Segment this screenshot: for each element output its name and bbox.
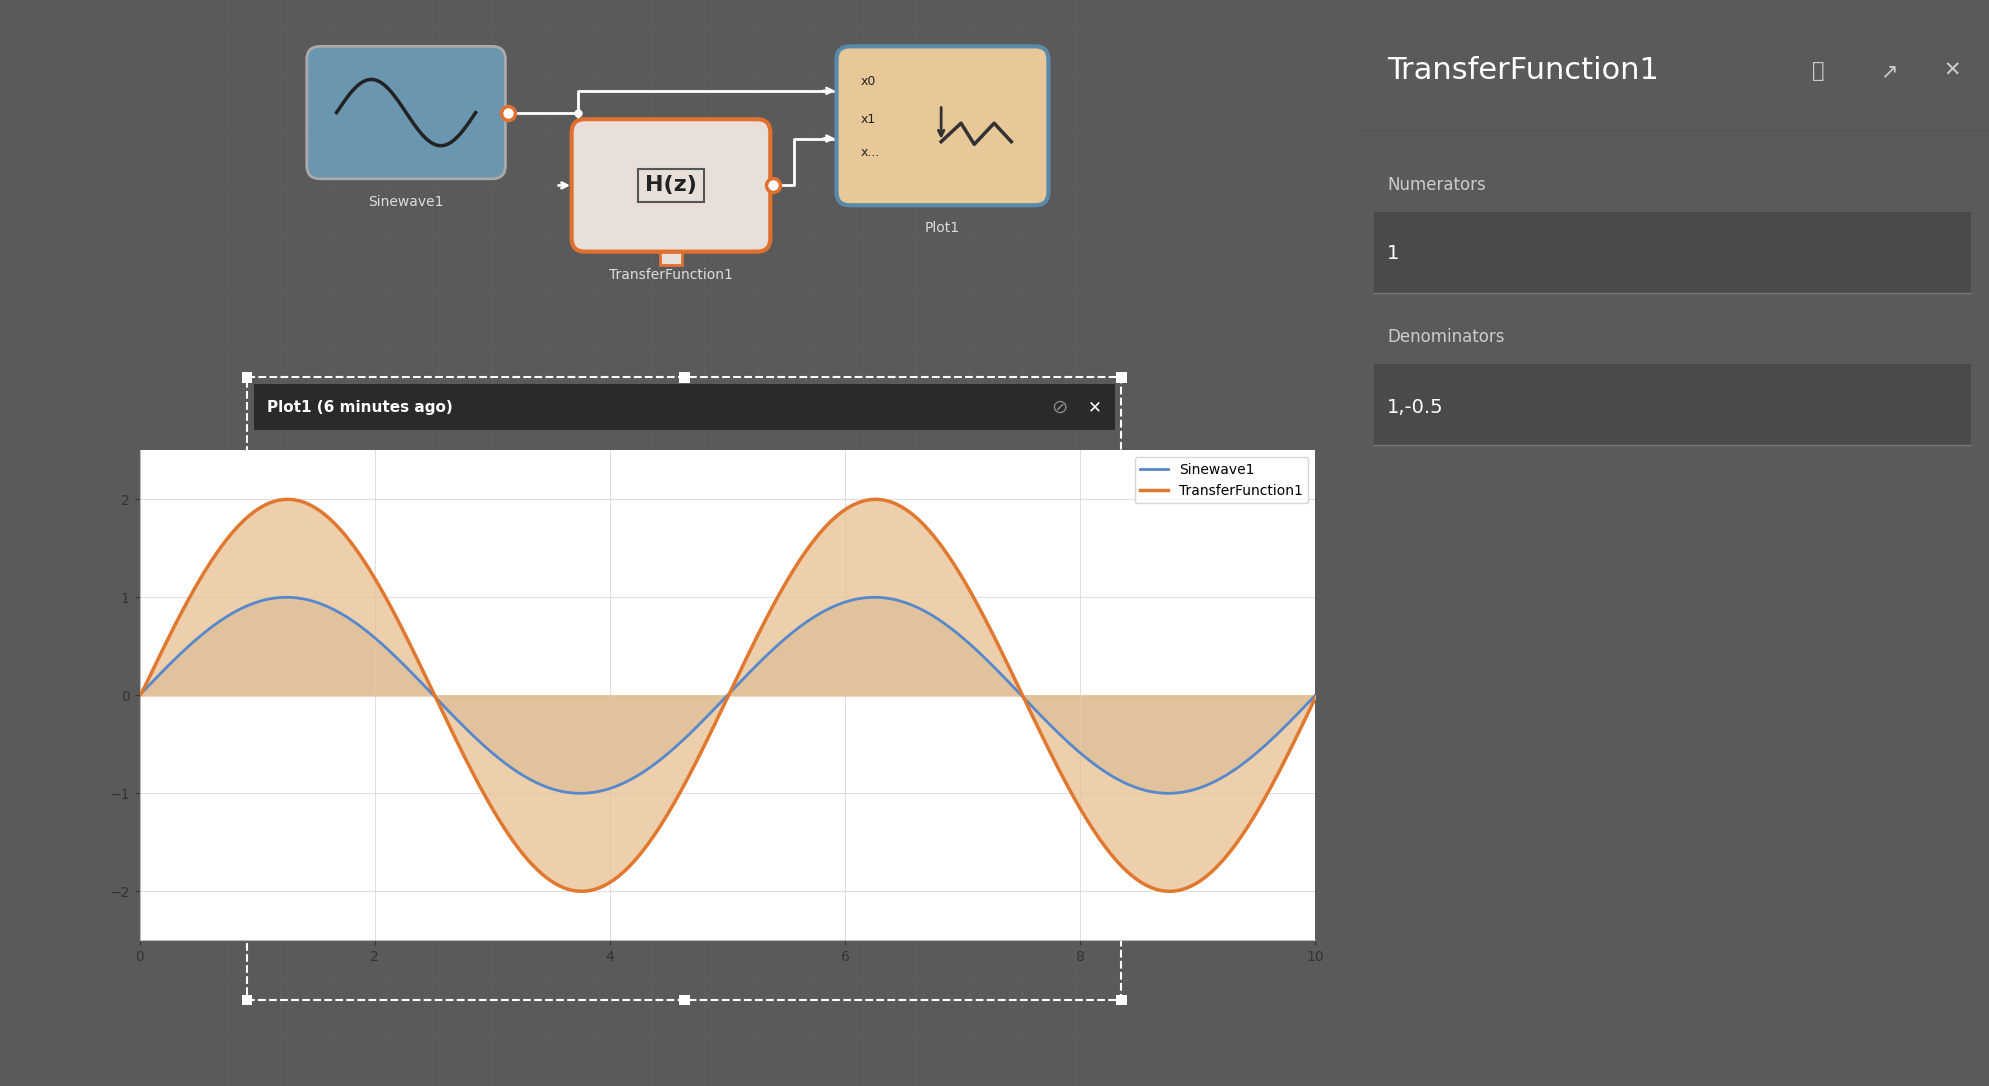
TransferFunction1 <box>1044 760 1068 773</box>
Text: ⧉: ⧉ <box>1812 61 1824 80</box>
TransferFunction1 <box>646 822 670 835</box>
TransferFunction1 <box>1066 799 1090 812</box>
Text: Numerators: Numerators <box>1386 176 1486 193</box>
Sinewave1 <box>1303 689 1327 702</box>
Sinewave1 <box>646 755 670 768</box>
TransferFunction1 <box>276 493 300 506</box>
Bar <box>247 378 1120 1000</box>
Bar <box>660 252 680 265</box>
Text: ↗: ↗ <box>1880 61 1896 80</box>
Text: Plot1 (6 minutes ago): Plot1 (6 minutes ago) <box>267 400 453 415</box>
TransferFunction1 <box>1303 692 1327 705</box>
Bar <box>255 384 1114 430</box>
Bar <box>243 683 253 694</box>
Sinewave1 <box>127 689 151 702</box>
Text: ✕: ✕ <box>1088 399 1102 416</box>
TransferFunction1 <box>935 548 959 561</box>
Text: ⊘: ⊘ <box>1050 397 1066 417</box>
Text: Denominators: Denominators <box>1386 328 1504 345</box>
Text: 1,-0.5: 1,-0.5 <box>1386 397 1442 417</box>
Sinewave1 <box>605 780 629 793</box>
TransferFunction1 <box>1158 885 1181 898</box>
FancyBboxPatch shape <box>835 47 1048 205</box>
Bar <box>243 372 253 382</box>
Bar <box>1116 372 1126 382</box>
Sinewave1 <box>1156 786 1179 799</box>
Bar <box>1116 995 1126 1006</box>
Text: x1: x1 <box>859 113 875 126</box>
Text: TransferFunction1: TransferFunction1 <box>609 267 732 281</box>
Text: x...: x... <box>859 146 879 159</box>
Sinewave1 <box>1066 745 1090 758</box>
FancyBboxPatch shape <box>306 47 505 179</box>
TransferFunction1 <box>127 689 151 702</box>
Sinewave1 <box>1044 725 1068 738</box>
Bar <box>1374 364 1969 445</box>
Text: x0: x0 <box>859 76 875 88</box>
Bar <box>1374 212 1969 293</box>
FancyBboxPatch shape <box>571 119 770 252</box>
TransferFunction1 <box>247 502 271 515</box>
Bar <box>678 995 688 1006</box>
Text: ✕: ✕ <box>1941 61 1959 80</box>
Line: Sinewave1: Sinewave1 <box>139 597 1315 793</box>
Sinewave1 <box>247 595 271 608</box>
Bar <box>678 372 688 382</box>
Sinewave1 <box>274 591 298 604</box>
Sinewave1 <box>935 620 959 633</box>
Text: H(z): H(z) <box>644 176 696 195</box>
Text: Plot1: Plot1 <box>925 222 959 236</box>
Text: 1: 1 <box>1386 243 1398 263</box>
Bar <box>243 995 253 1006</box>
Text: Sinewave1: Sinewave1 <box>368 194 444 209</box>
Legend: Sinewave1, TransferFunction1: Sinewave1, TransferFunction1 <box>1134 457 1307 503</box>
TransferFunction1 <box>605 872 629 885</box>
Line: TransferFunction1: TransferFunction1 <box>139 500 1315 892</box>
Bar <box>1116 683 1126 694</box>
Text: TransferFunction1: TransferFunction1 <box>1386 56 1659 85</box>
